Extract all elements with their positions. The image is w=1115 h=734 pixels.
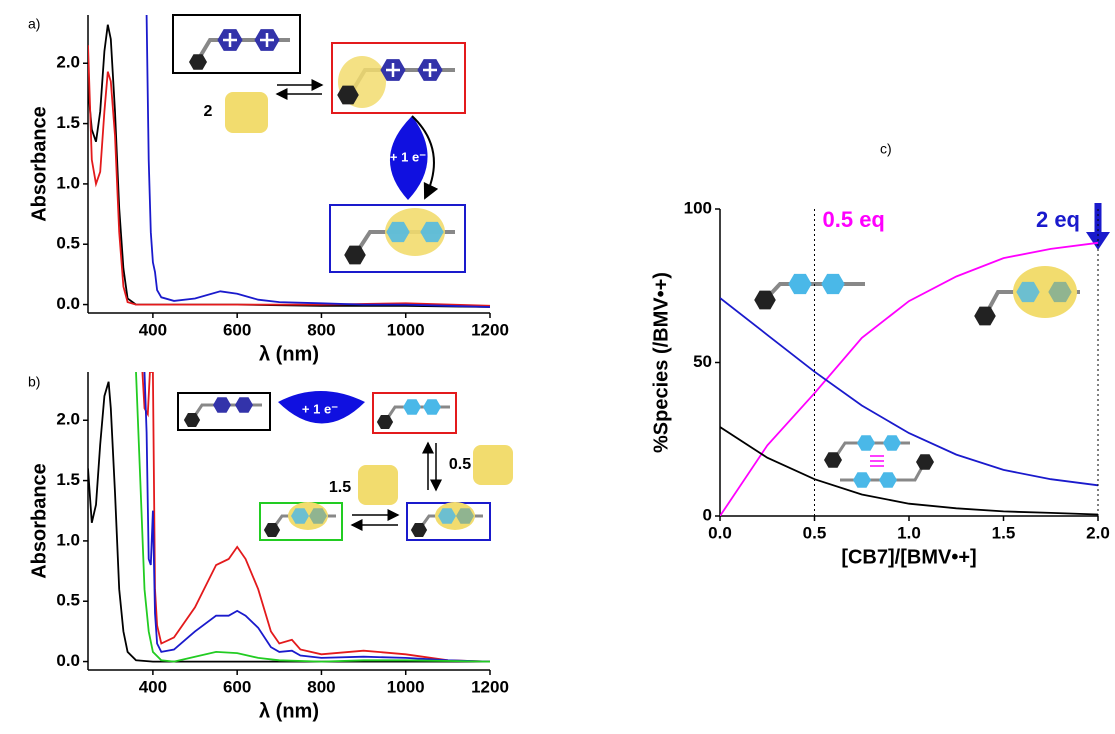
y-axis-label: Absorbance [28, 463, 50, 579]
annotation: 0.5 [449, 456, 471, 473]
y-tick-label: 100 [684, 198, 712, 217]
y-tick-label: 1.5 [56, 113, 80, 132]
annotation: 2 eq [1036, 207, 1080, 232]
x-tick-label: 1.5 [992, 523, 1016, 542]
y-tick-label: 2.0 [56, 410, 80, 429]
y-tick-label: 2.0 [56, 53, 80, 72]
series-line [143, 372, 491, 663]
series-line [720, 241, 1099, 516]
x-tick-label: 600 [223, 320, 251, 339]
series-line [720, 297, 1099, 487]
x-tick-label: 2.0 [1086, 523, 1110, 542]
x-tick-label: 1.0 [897, 523, 921, 542]
y-tick-label: 1.5 [56, 470, 80, 489]
series-line [88, 381, 490, 663]
scheme-c [754, 203, 1110, 488]
y-tick-label: 1.0 [56, 173, 80, 192]
x-tick-label: 1200 [471, 677, 509, 696]
scheme-a [172, 14, 466, 273]
x-tick-label: 1000 [387, 320, 425, 339]
series-line [88, 45, 491, 307]
annotation: 1.5 [329, 479, 351, 496]
y-tick-label: 1.0 [56, 530, 80, 549]
panel-label: a) [28, 16, 40, 32]
x-axis-label: λ (nm) [259, 700, 319, 722]
y-tick-label: 0.0 [56, 294, 80, 313]
annotation: 0.5 eq [823, 207, 885, 232]
x-tick-label: 800 [307, 677, 335, 696]
scheme-b [177, 391, 513, 541]
x-tick-label: 0.0 [708, 523, 732, 542]
y-axis-label: %Species (/BMV•+) [650, 272, 672, 453]
y-tick-label: 0.5 [56, 234, 80, 253]
panel-label: c) [880, 141, 892, 157]
series-line [141, 372, 491, 663]
series-line [145, 15, 491, 308]
annotation: + 1 e⁻ [390, 149, 426, 164]
x-tick-label: 800 [307, 320, 335, 339]
x-tick-label: 600 [223, 677, 251, 696]
x-tick-label: 400 [139, 320, 167, 339]
x-tick-label: 0.5 [803, 523, 827, 542]
x-tick-label: 1000 [387, 677, 425, 696]
panel-label: b) [28, 374, 40, 390]
y-axis-label: Absorbance [28, 106, 50, 222]
y-tick-label: 0.5 [56, 591, 80, 610]
annotation: 2 [204, 103, 213, 120]
x-axis-label: λ (nm) [259, 343, 319, 365]
x-tick-label: 400 [139, 677, 167, 696]
annotation: + 1 e⁻ [302, 401, 338, 416]
y-tick-label: 0 [703, 505, 712, 524]
y-tick-label: 0.0 [56, 651, 80, 670]
x-tick-label: 1200 [471, 320, 509, 339]
series-line [720, 426, 1099, 516]
y-tick-label: 50 [693, 352, 712, 371]
x-axis-label: [CB7]/[BMV•+] [841, 546, 976, 568]
series-line [135, 372, 491, 663]
